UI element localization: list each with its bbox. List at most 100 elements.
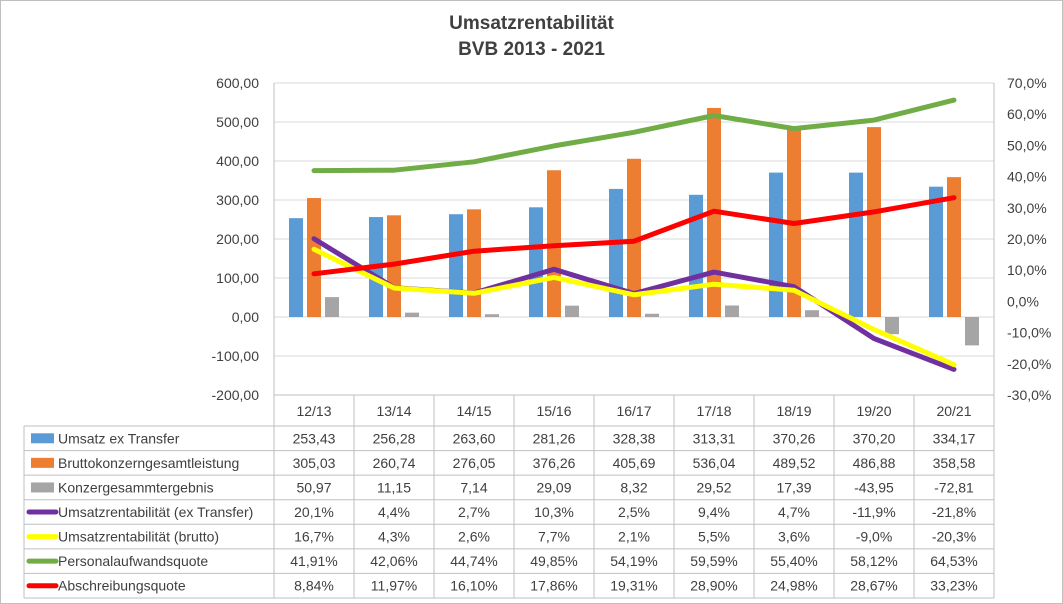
bar [289,218,303,317]
y-right-tick-label: 10,0% [1007,262,1047,278]
data-label: -21,8% [932,504,976,520]
data-label: 44,74% [450,553,497,569]
legend-label: Konzergesammtergebnis [58,479,214,495]
bar [867,127,881,318]
category-label: 16/17 [616,403,651,419]
data-label: 2,1% [618,529,650,545]
category-label: 18/19 [776,403,811,419]
y-left-tick-label: 600,00 [216,75,259,91]
data-label: -9,0% [856,529,893,545]
data-label: 358,58 [933,455,976,471]
data-label: 59,59% [690,553,737,569]
y-left-tick-label: -100,00 [212,348,260,364]
data-label: -11,9% [852,504,895,520]
data-label: 253,43 [293,430,336,446]
category-label: 12/13 [296,403,331,419]
bar [965,317,979,346]
data-label: 33,23% [930,578,977,594]
y-left-tick-label: 200,00 [216,231,259,247]
series-line [311,246,957,368]
data-label: 536,04 [693,455,736,471]
y-left-tick-label: -200,00 [212,387,260,403]
bar [689,194,703,317]
data-label: 281,26 [533,430,576,446]
data-label: 313,31 [693,430,736,446]
series-line [311,195,957,277]
category-label: 19/20 [856,403,891,419]
bar [485,314,499,317]
data-label: 3,6% [778,529,810,545]
y-right-tick-label: 20,0% [1007,231,1047,247]
data-label: 334,17 [933,430,976,446]
data-label: 41,91% [290,553,337,569]
legend-label: Umsatz ex Transfer [58,430,180,446]
data-label: 370,20 [853,430,896,446]
y-right-tick-label: 0,0% [1007,293,1039,309]
legend-label: Umsatzrentabilität (brutto) [58,529,219,545]
legend-key [31,433,54,444]
legend-key [31,482,54,493]
data-label: 8,32 [620,479,647,495]
data-label: 9,4% [698,504,730,520]
data-label: 42,06% [370,553,417,569]
data-label: 5,5% [698,529,730,545]
bar [929,186,943,317]
data-label: 49,85% [530,553,577,569]
y-left-tick-label: 400,00 [216,153,259,169]
bar [449,214,463,317]
data-label: 370,26 [773,430,816,446]
data-label: 305,03 [293,455,336,471]
y-left-tick-label: 0,00 [232,309,259,325]
data-label: 29,52 [696,479,731,495]
data-label: 4,7% [778,504,810,520]
y-left-tick-label: 300,00 [216,192,259,208]
data-label: 17,86% [530,578,577,594]
category-label: 17/18 [696,403,731,419]
data-label: 50,97 [296,479,331,495]
y-right-tick-label: 60,0% [1007,106,1047,122]
data-label: 29,09 [536,479,571,495]
bar [645,313,659,317]
y-right-tick-label: 50,0% [1007,137,1047,153]
y-right-tick-label: 40,0% [1007,169,1047,185]
data-label: 2,5% [618,504,650,520]
data-label: 276,05 [453,455,496,471]
bar [467,209,481,317]
data-label: -20,3% [932,529,976,545]
data-label: 7,7% [538,529,570,545]
category-label: 20/21 [936,403,971,419]
bar [609,188,623,317]
data-label: 11,15 [377,479,411,495]
legend-label: Personalaufwandsquote [58,553,208,569]
category-label: 14/15 [456,403,491,419]
data-label: 11,97% [371,578,417,594]
data-label: 16,10% [450,578,497,594]
y-right-tick-label: -10,0% [1007,325,1051,341]
bar [805,310,819,317]
data-label: 260,74 [373,455,416,471]
bar [565,305,579,317]
category-label: 15/16 [536,403,571,419]
data-label: 405,69 [613,455,656,471]
legend-key [31,457,54,468]
bar [725,305,739,317]
data-label: 64,53% [930,553,977,569]
legend-label: Abschreibungsquote [58,578,186,594]
data-label: 2,7% [458,504,490,520]
y-right-tick-label: 30,0% [1007,200,1047,216]
y-left-tick-label: 100,00 [216,270,259,286]
data-label: 4,4% [378,504,410,520]
data-label: 376,26 [533,455,576,471]
y-right-tick-label: 70,0% [1007,75,1047,91]
data-label: 2,6% [458,529,490,545]
chart-title: Umsatzrentabilität [449,13,614,34]
data-label: 28,90% [690,578,737,594]
data-label: 10,3% [534,504,574,520]
data-label: 328,38 [613,430,656,446]
data-label: 58,12% [850,553,897,569]
chart-subtitle: BVB 2013 - 2021 [458,39,605,60]
data-label: 486,88 [853,455,896,471]
data-label: 7,14 [460,479,487,495]
